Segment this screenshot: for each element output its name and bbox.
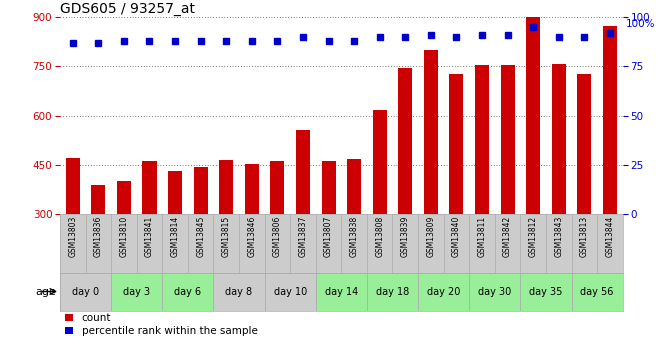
Text: GSM13846: GSM13846 [247, 216, 256, 257]
Bar [111, 273, 163, 310]
Bar [194, 167, 208, 214]
Text: day 3: day 3 [123, 287, 151, 296]
Bar [347, 159, 361, 214]
Bar [373, 110, 387, 214]
Bar [245, 164, 259, 214]
Bar [571, 273, 623, 310]
Bar [91, 185, 105, 214]
Bar [60, 273, 111, 310]
Bar [577, 73, 591, 214]
Bar [367, 273, 418, 310]
Text: GSM13836: GSM13836 [94, 216, 103, 257]
Text: GSM13811: GSM13811 [478, 216, 487, 257]
Text: 100%: 100% [626, 19, 655, 29]
Bar [117, 181, 131, 214]
Text: day 0: day 0 [72, 287, 99, 296]
Text: GSM13840: GSM13840 [452, 216, 461, 257]
Text: GSM13807: GSM13807 [324, 216, 333, 257]
Bar [264, 273, 316, 310]
Bar [551, 64, 566, 214]
Text: GSM13814: GSM13814 [170, 216, 180, 257]
Bar [470, 273, 520, 310]
Bar [296, 130, 310, 214]
Bar [163, 273, 213, 310]
Text: GDS605 / 93257_at: GDS605 / 93257_at [60, 2, 195, 16]
Bar [475, 66, 489, 214]
Bar [270, 161, 284, 214]
Bar [168, 171, 182, 214]
Text: day 14: day 14 [325, 287, 358, 296]
Text: GSM13813: GSM13813 [580, 216, 589, 257]
Text: day 8: day 8 [225, 287, 252, 296]
Text: GSM13839: GSM13839 [401, 216, 410, 257]
Legend: count, percentile rank within the sample: count, percentile rank within the sample [65, 313, 258, 336]
Text: GSM13837: GSM13837 [298, 216, 308, 257]
Text: GSM13806: GSM13806 [273, 216, 282, 257]
Bar [424, 50, 438, 214]
Text: GSM13809: GSM13809 [426, 216, 436, 257]
Text: GSM13842: GSM13842 [503, 216, 512, 257]
Text: day 56: day 56 [581, 287, 614, 296]
Bar [520, 273, 571, 310]
Text: GSM13844: GSM13844 [605, 216, 615, 257]
Text: GSM13841: GSM13841 [145, 216, 154, 257]
Bar [143, 161, 157, 214]
Text: day 18: day 18 [376, 287, 409, 296]
Text: GSM13845: GSM13845 [196, 216, 205, 257]
Text: GSM13812: GSM13812 [529, 216, 537, 257]
Bar [322, 161, 336, 214]
Bar [501, 66, 515, 214]
Text: day 20: day 20 [427, 287, 460, 296]
Text: day 6: day 6 [174, 287, 201, 296]
Text: day 35: day 35 [529, 287, 563, 296]
Bar [219, 160, 233, 214]
Bar [603, 26, 617, 214]
Bar [316, 273, 367, 310]
Bar [213, 273, 264, 310]
Bar [450, 73, 464, 214]
Text: GSM13838: GSM13838 [350, 216, 358, 257]
Text: day 10: day 10 [274, 287, 307, 296]
Text: GSM13810: GSM13810 [119, 216, 129, 257]
Bar [418, 273, 470, 310]
Bar [66, 158, 80, 214]
Text: GSM13815: GSM13815 [222, 216, 230, 257]
Bar [526, 17, 540, 214]
Text: GSM13803: GSM13803 [68, 216, 77, 257]
Text: age: age [36, 287, 57, 296]
Text: day 30: day 30 [478, 287, 511, 296]
Text: GSM13808: GSM13808 [375, 216, 384, 257]
Bar [398, 68, 412, 214]
Text: GSM13843: GSM13843 [554, 216, 563, 257]
